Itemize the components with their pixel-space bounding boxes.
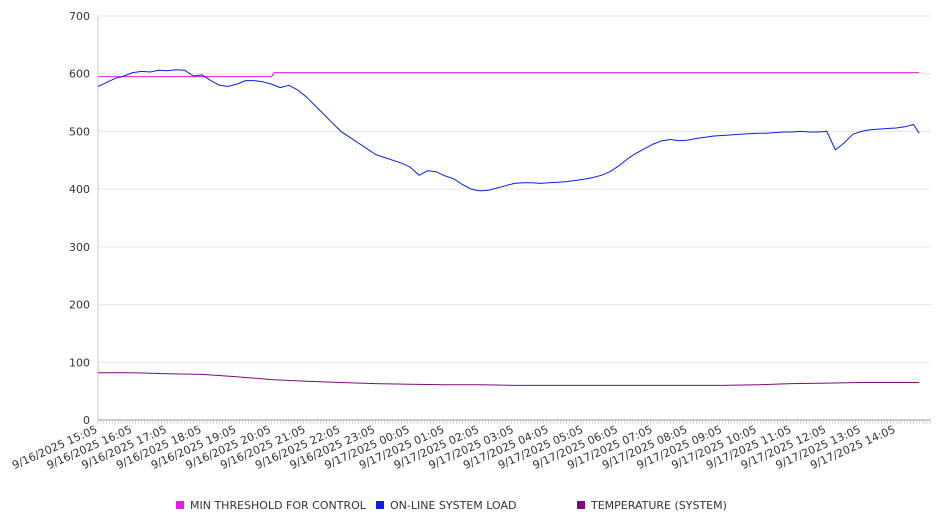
y-tick-label: 100 <box>69 356 90 369</box>
legend-label: TEMPERATURE (SYSTEM) <box>590 499 727 512</box>
series-lines <box>97 69 920 386</box>
y-axis-ticks: 0 100 200 300 400 500 600 700 <box>69 10 90 427</box>
y-tick-label: 700 <box>69 10 90 23</box>
legend: MIN THRESHOLD FOR CONTROL ON-LINE SYSTEM … <box>176 499 727 512</box>
y-tick-label: 400 <box>69 183 90 196</box>
series-line-0 <box>98 72 920 78</box>
y-tick-label: 300 <box>69 241 90 254</box>
series-line-1 <box>97 69 920 192</box>
series-line-2 <box>98 372 920 386</box>
gridlines <box>98 15 931 363</box>
axes <box>97 16 932 424</box>
y-tick-label: 500 <box>69 125 90 138</box>
legend-swatch <box>376 501 384 509</box>
legend-label: ON-LINE SYSTEM LOAD <box>390 499 516 512</box>
legend-swatch <box>577 501 585 509</box>
y-tick-label: 200 <box>69 299 90 312</box>
legend-label: MIN THRESHOLD FOR CONTROL <box>190 499 367 512</box>
legend-swatch <box>176 501 184 509</box>
y-tick-label: 600 <box>69 68 90 81</box>
x-axis-ticks: 9/16/2025 15:059/16/2025 16:059/16/2025 … <box>10 423 897 472</box>
y-tick-label: 0 <box>83 414 90 427</box>
